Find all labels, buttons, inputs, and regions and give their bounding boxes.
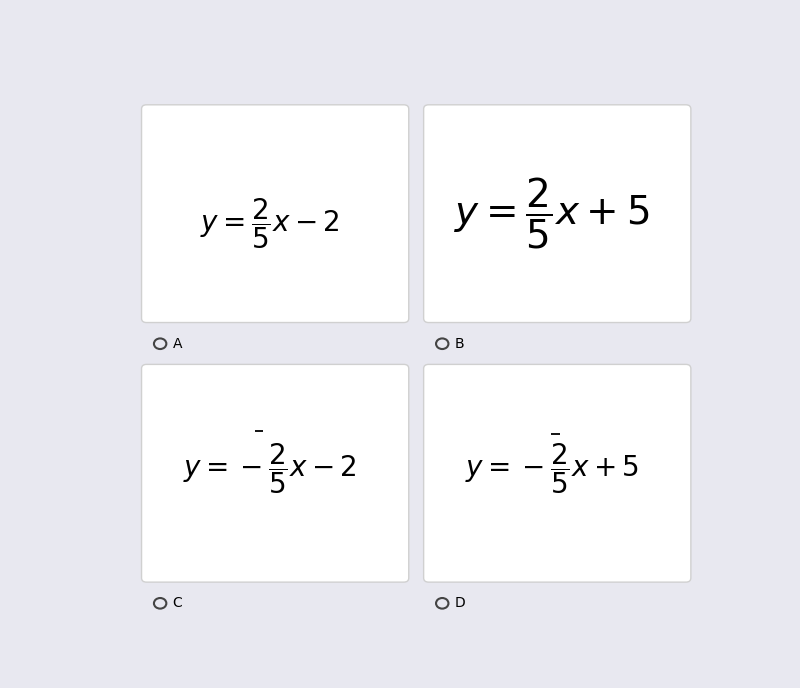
Text: A: A: [173, 336, 182, 351]
Text: B: B: [454, 336, 464, 351]
Text: D: D: [454, 596, 466, 610]
FancyBboxPatch shape: [424, 365, 691, 582]
Text: $y = \dfrac{2}{5}x + 5$: $y = \dfrac{2}{5}x + 5$: [454, 176, 650, 251]
Text: $y = -\dfrac{2}{5}x - 2$: $y = -\dfrac{2}{5}x - 2$: [183, 442, 357, 497]
Text: C: C: [173, 596, 182, 610]
FancyBboxPatch shape: [142, 105, 409, 323]
FancyBboxPatch shape: [142, 365, 409, 582]
Text: $y = \dfrac{2}{5}x - 2$: $y = \dfrac{2}{5}x - 2$: [200, 197, 340, 252]
FancyBboxPatch shape: [424, 105, 691, 323]
Text: $y = -\dfrac{2}{5}x + 5$: $y = -\dfrac{2}{5}x + 5$: [465, 442, 639, 497]
